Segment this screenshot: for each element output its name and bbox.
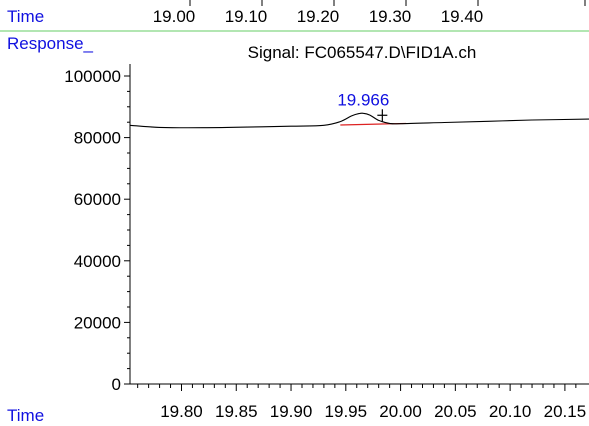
top-axis-label: Time — [7, 7, 44, 26]
x-tick-label: 19.80 — [160, 402, 203, 421]
peak-label: 19.966 — [337, 90, 389, 109]
x-tick-label: 20.10 — [489, 402, 532, 421]
y-tick-label: 60000 — [74, 190, 121, 209]
y-tick-label: 80000 — [74, 129, 121, 148]
y-tick-label: 40000 — [74, 252, 121, 271]
top-axis-ticks: 19.00 19.10 19.20 19.30 19.40 — [153, 0, 586, 26]
x-tick-label: 20.15 — [544, 402, 587, 421]
bottom-axis-label: Time — [7, 406, 44, 425]
y-tick-label: 100000 — [64, 67, 121, 86]
top-tick-label: 19.20 — [297, 7, 340, 26]
x-tick-label: 19.90 — [270, 402, 313, 421]
y-tick-label: 20000 — [74, 313, 121, 332]
y-axis-ticks: 100000 80000 60000 40000 20000 0 — [64, 67, 130, 394]
chart-title: Signal: FC065547.D\FID1A.ch — [248, 43, 477, 62]
top-tick-label: 19.10 — [225, 7, 268, 26]
peak-annotations: 19.966 — [337, 90, 389, 122]
top-tick-label: 19.30 — [369, 7, 412, 26]
top-tick-label: 19.00 — [153, 7, 196, 26]
top-tick-label: 19.40 — [441, 7, 484, 26]
x-tick-label: 20.00 — [379, 402, 422, 421]
x-tick-label: 19.95 — [325, 402, 368, 421]
x-axis-ticks: 19.80 19.85 19.90 19.95 20.00 20.05 20.10 20.15 — [137, 384, 587, 421]
x-tick-label: 19.85 — [215, 402, 258, 421]
x-tick-label: 20.05 — [434, 402, 477, 421]
signal-trace — [129, 112, 589, 129]
y-tick-label: 0 — [112, 375, 121, 394]
y-axis-label: Response_ — [7, 34, 94, 53]
